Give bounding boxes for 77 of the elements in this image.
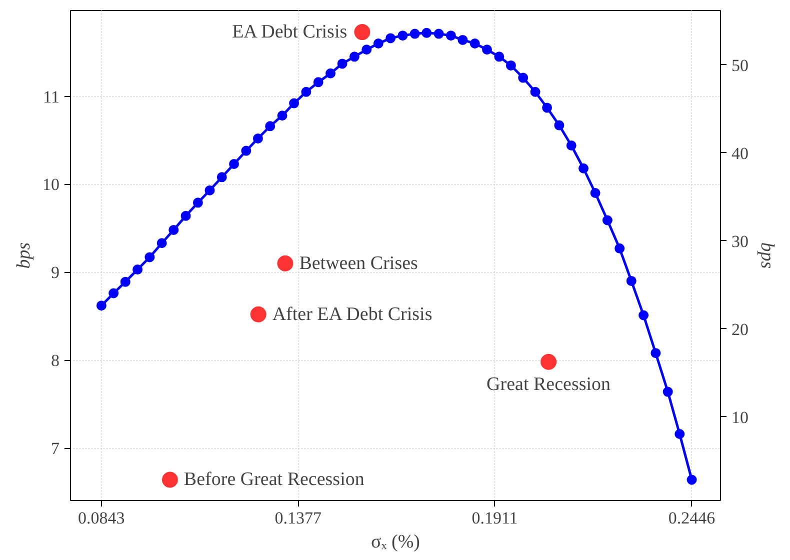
y-tick-label: 7 [51, 439, 60, 458]
point [398, 30, 408, 41]
point [337, 58, 348, 69]
point [554, 120, 564, 130]
point [132, 264, 143, 275]
point [204, 185, 215, 196]
annotation: Before Great Recession [184, 469, 365, 490]
point [614, 243, 625, 254]
point [241, 146, 252, 156]
y2-tick-label: 50 [732, 56, 748, 75]
point [192, 198, 203, 208]
y2-tick-label: 40 [732, 144, 748, 163]
x-tick-label: 0.1911 [472, 508, 518, 528]
point [494, 52, 504, 62]
point [566, 140, 576, 151]
point [638, 310, 649, 320]
point [156, 238, 167, 248]
point [542, 102, 552, 113]
point [362, 44, 372, 55]
point [277, 255, 294, 272]
x-axis-title: σₓ (%) [371, 532, 420, 552]
y2-tick-label: 30 [732, 232, 748, 251]
y2-axis-title: bps [756, 242, 778, 269]
point [650, 348, 661, 358]
point [470, 38, 480, 48]
point [144, 252, 155, 262]
point [458, 34, 468, 45]
point [108, 288, 119, 298]
point [289, 98, 300, 108]
point [349, 52, 360, 62]
point [482, 44, 492, 55]
point [168, 224, 179, 235]
annotation: Between Crises [299, 252, 418, 274]
y-tick-label: 8 [51, 351, 60, 370]
point [422, 28, 432, 38]
point [602, 215, 612, 226]
point [518, 72, 528, 83]
point [434, 28, 444, 39]
point [250, 306, 266, 322]
point [578, 163, 589, 174]
point [265, 121, 276, 132]
point [252, 133, 263, 144]
point [590, 188, 600, 198]
point [373, 38, 384, 48]
point [506, 60, 516, 70]
y-axis-title: bps [14, 242, 34, 269]
point [626, 276, 636, 286]
point [96, 300, 106, 311]
y-tick-label: 11 [43, 87, 60, 106]
y2-tick-label: 20 [732, 320, 748, 339]
point [216, 172, 227, 182]
point [386, 33, 396, 44]
annotation: Great Recession [486, 374, 612, 395]
point [313, 77, 324, 88]
x-tick-label: 0.2446 [668, 508, 716, 528]
point [180, 210, 191, 221]
annotation: EA Debt Crisis [232, 22, 348, 43]
point [326, 68, 336, 78]
point [410, 28, 420, 39]
point [540, 354, 557, 370]
point [662, 386, 673, 397]
point [277, 110, 288, 121]
point [301, 86, 312, 97]
point [446, 30, 456, 41]
point [354, 24, 370, 40]
point [530, 86, 540, 97]
point [229, 158, 240, 169]
point [120, 276, 130, 287]
point [162, 472, 178, 488]
point [686, 474, 697, 485]
y-tick-label: 9 [51, 263, 60, 282]
point [674, 429, 685, 439]
y2-tick-label: 10 [732, 408, 748, 427]
x-tick-label: 0.0843 [78, 508, 125, 528]
annotation: After EA Debt Crisis [272, 304, 432, 325]
y-tick-label: 10 [42, 175, 60, 194]
x-tick-label: 0.1377 [274, 508, 322, 528]
